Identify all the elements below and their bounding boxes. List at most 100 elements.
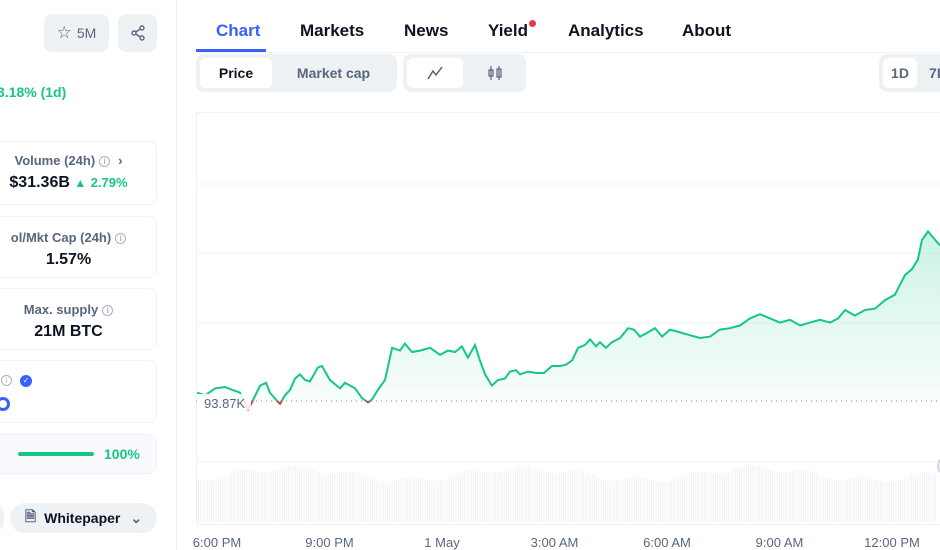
candlestick-button[interactable] bbox=[467, 58, 523, 88]
volume-bar bbox=[761, 467, 763, 522]
x-tick-label: 6:00 AM bbox=[643, 535, 691, 550]
volume-bar bbox=[737, 468, 738, 522]
volume-bar bbox=[532, 466, 534, 522]
watchlist-button[interactable]: ☆ 5M bbox=[44, 14, 109, 52]
volume-bar bbox=[424, 479, 426, 522]
tab-markets[interactable]: Markets bbox=[300, 21, 365, 40]
volume-bar bbox=[932, 473, 934, 522]
baseline-label-bg bbox=[199, 394, 251, 410]
line-chart-button[interactable] bbox=[407, 58, 463, 88]
volume-bar bbox=[684, 474, 686, 522]
range-7d-button[interactable]: 7D bbox=[929, 65, 940, 81]
volume-bar bbox=[448, 477, 450, 522]
range-1d-button[interactable]: 1D bbox=[883, 58, 917, 88]
volume-bar bbox=[787, 471, 789, 522]
tab-news[interactable]: News bbox=[404, 21, 449, 40]
vol-mkt-cap-label: ol/Mkt Cap (24h) bbox=[10, 230, 112, 245]
volume-bar bbox=[600, 479, 602, 522]
market-cap-button[interactable]: Market cap bbox=[296, 65, 371, 81]
volume-bar bbox=[721, 473, 723, 522]
volume-bar bbox=[928, 472, 930, 522]
volume-bar bbox=[429, 480, 430, 522]
volume-bar bbox=[365, 475, 367, 522]
volume-bar bbox=[486, 472, 488, 522]
x-tick-label: 9:00 AM bbox=[756, 535, 804, 550]
volume-bar bbox=[783, 472, 785, 522]
volume-bar bbox=[464, 471, 466, 522]
chevron-down-icon: ⌄ bbox=[130, 509, 143, 526]
volume-bar bbox=[211, 480, 213, 522]
tab-about[interactable]: About bbox=[682, 21, 732, 40]
whitepaper-button[interactable]: 🗎 Whitepaper ⌄ bbox=[10, 503, 157, 533]
volume-bar bbox=[440, 480, 441, 522]
volume-bar bbox=[662, 481, 664, 522]
volume-bar bbox=[759, 466, 760, 522]
verified-icon: ✓ bbox=[20, 375, 32, 387]
volume-bar bbox=[272, 471, 274, 522]
share-button[interactable] bbox=[118, 14, 157, 52]
volume-bar bbox=[811, 471, 813, 522]
volume-bar bbox=[719, 473, 721, 522]
volume-bar bbox=[855, 477, 857, 522]
volume-bar bbox=[499, 471, 501, 522]
volume-bar bbox=[400, 478, 402, 522]
tab-chart[interactable]: Chart bbox=[216, 21, 261, 40]
volume-bar bbox=[851, 478, 853, 522]
info-icon: i bbox=[102, 305, 114, 317]
volume-bar bbox=[800, 469, 802, 522]
volume-bar bbox=[228, 473, 230, 522]
volume-bar bbox=[688, 472, 690, 522]
volume-bar bbox=[743, 465, 745, 522]
volume-bar bbox=[807, 470, 809, 522]
volume-bar bbox=[576, 470, 578, 522]
volume-bar bbox=[820, 475, 822, 522]
prev-link-button[interactable] bbox=[0, 503, 4, 533]
volume-bar bbox=[814, 472, 815, 522]
volume-bar bbox=[308, 467, 309, 522]
loading-ring-icon bbox=[0, 397, 10, 411]
chevron-right-icon[interactable]: › bbox=[118, 153, 123, 168]
price-button[interactable]: Price bbox=[200, 58, 272, 88]
volume-bar bbox=[220, 477, 221, 522]
volume-bar bbox=[690, 472, 692, 522]
tab-analytics[interactable]: Analytics bbox=[568, 21, 644, 40]
tab-yield[interactable]: Yield bbox=[488, 21, 528, 40]
volume-bar bbox=[470, 470, 472, 522]
volume-bar bbox=[611, 481, 613, 522]
range-toggle: 1D 7D bbox=[879, 54, 940, 92]
volume-bar bbox=[512, 467, 514, 522]
vol-mkt-cap-value: 1.57% bbox=[45, 251, 92, 268]
volume-bar bbox=[404, 477, 406, 522]
volume-bar bbox=[301, 465, 303, 522]
volume-bar bbox=[864, 476, 866, 522]
volume-bar bbox=[825, 477, 826, 522]
volume-bar bbox=[554, 472, 556, 522]
volume-bar bbox=[781, 472, 782, 522]
volume-bar bbox=[873, 478, 875, 522]
volume-bar bbox=[776, 471, 778, 522]
volume-bar bbox=[457, 473, 459, 522]
volume-bar bbox=[525, 465, 527, 522]
volume-bar bbox=[875, 479, 877, 522]
share-icon bbox=[130, 25, 145, 41]
volume-bar bbox=[822, 476, 824, 522]
x-tick-label: 9:00 PM bbox=[305, 535, 353, 550]
volume-bar bbox=[569, 470, 571, 522]
volume-bar bbox=[292, 465, 294, 522]
volume-bar bbox=[805, 469, 807, 522]
volume-bar bbox=[833, 480, 835, 522]
volume-bar bbox=[541, 469, 543, 522]
volume-bar bbox=[712, 473, 714, 522]
volume-bar bbox=[563, 471, 565, 522]
sidebar-divider bbox=[176, 0, 177, 550]
volume-bar bbox=[200, 479, 202, 522]
volume-bar bbox=[332, 473, 334, 522]
volume-bar bbox=[396, 479, 397, 522]
volume-bar bbox=[422, 478, 424, 522]
volume-bar bbox=[338, 472, 340, 522]
volume-bar bbox=[477, 470, 479, 522]
volume-bar bbox=[468, 470, 470, 522]
volume-bar bbox=[314, 470, 316, 522]
volume-card[interactable]: Volume (24h) i › $31.36B ▲ 2.79% bbox=[0, 141, 157, 205]
